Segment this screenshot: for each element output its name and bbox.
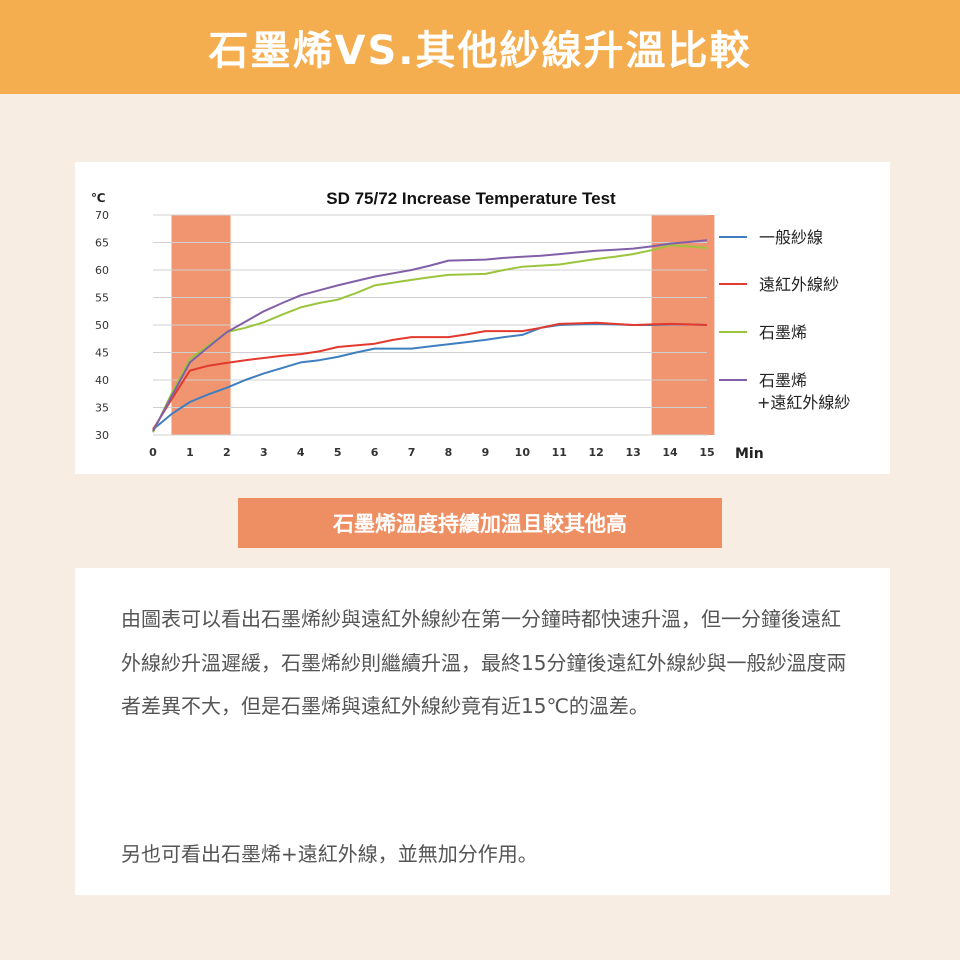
y-tick-label: 35: [95, 402, 109, 415]
x-tick-label: 7: [408, 446, 416, 459]
y-tick-label: 70: [95, 209, 109, 222]
x-tick-label: 11: [552, 446, 567, 459]
x-tick-label: 3: [260, 446, 268, 459]
legend-label: 遠紅外線紗: [759, 275, 839, 294]
x-tick-label: 0: [149, 446, 157, 459]
series-line-0: [152, 322, 708, 431]
x-tick-label: 2: [223, 446, 231, 459]
series-line-2: [152, 244, 708, 433]
legend-label: 石墨烯: [759, 323, 807, 342]
y-axis-label: ℃: [91, 191, 106, 205]
x-tick-label: 15: [699, 446, 714, 459]
legend-label: +遠紅外線紗: [757, 393, 850, 412]
x-tick-label: 9: [482, 446, 490, 459]
chart-card: 30 35 40 45 50 55 60 65 70 0 1 2 3 4 5 6 7 8 9 10 11 12 13 14 15…: [75, 162, 890, 474]
header-banner: 石墨烯VS.其他紗線升溫比較: [0, 0, 960, 94]
y-tick-label: 45: [95, 347, 109, 360]
y-tick-label: 65: [95, 237, 109, 250]
series-line-3: [152, 239, 708, 432]
highlight-banner: 石墨烯溫度持續加溫且較其他高: [238, 498, 722, 548]
description-card: 由圖表可以看出石墨烯紗與遠紅外線紗在第一分鐘時都快速升溫，但一分鐘後遠紅外線紗升…: [75, 568, 890, 895]
x-tick-label: 12: [589, 446, 604, 459]
legend-label: 一般紗線: [759, 228, 823, 247]
x-tick-label: 1: [186, 446, 194, 459]
chart-title: SD 75/72 Increase Temperature Test: [326, 189, 616, 208]
y-tick-label: 40: [95, 374, 109, 387]
x-axis-label: Min: [735, 446, 764, 462]
x-tick-label: 4: [297, 446, 305, 459]
description-paragraph-2: 另也可看出石墨烯+遠紅外線，並無加分作用。: [121, 842, 538, 866]
series-line-1: [152, 321, 708, 431]
x-tick-label: 13: [625, 446, 640, 459]
x-tick-label: 8: [445, 446, 453, 459]
y-tick-label: 60: [95, 264, 109, 277]
y-tick-label: 30: [95, 429, 109, 442]
x-tick-label: 10: [515, 446, 531, 459]
x-tick-label: 14: [662, 446, 678, 459]
description-paragraph-1: 由圖表可以看出石墨烯紗與遠紅外線紗在第一分鐘時都快速升溫，但一分鐘後遠紅外線紗升…: [121, 607, 847, 718]
y-tick-label: 50: [95, 319, 109, 332]
page-title: 石墨烯VS.其他紗線升溫比較: [208, 28, 752, 74]
x-tick-label: 5: [334, 446, 342, 459]
x-tick-label: 6: [371, 446, 379, 459]
banner-text: 石墨烯溫度持續加溫且較其他高: [333, 512, 627, 536]
legend-label: 石墨烯: [759, 371, 807, 390]
y-tick-label: 55: [95, 292, 109, 305]
